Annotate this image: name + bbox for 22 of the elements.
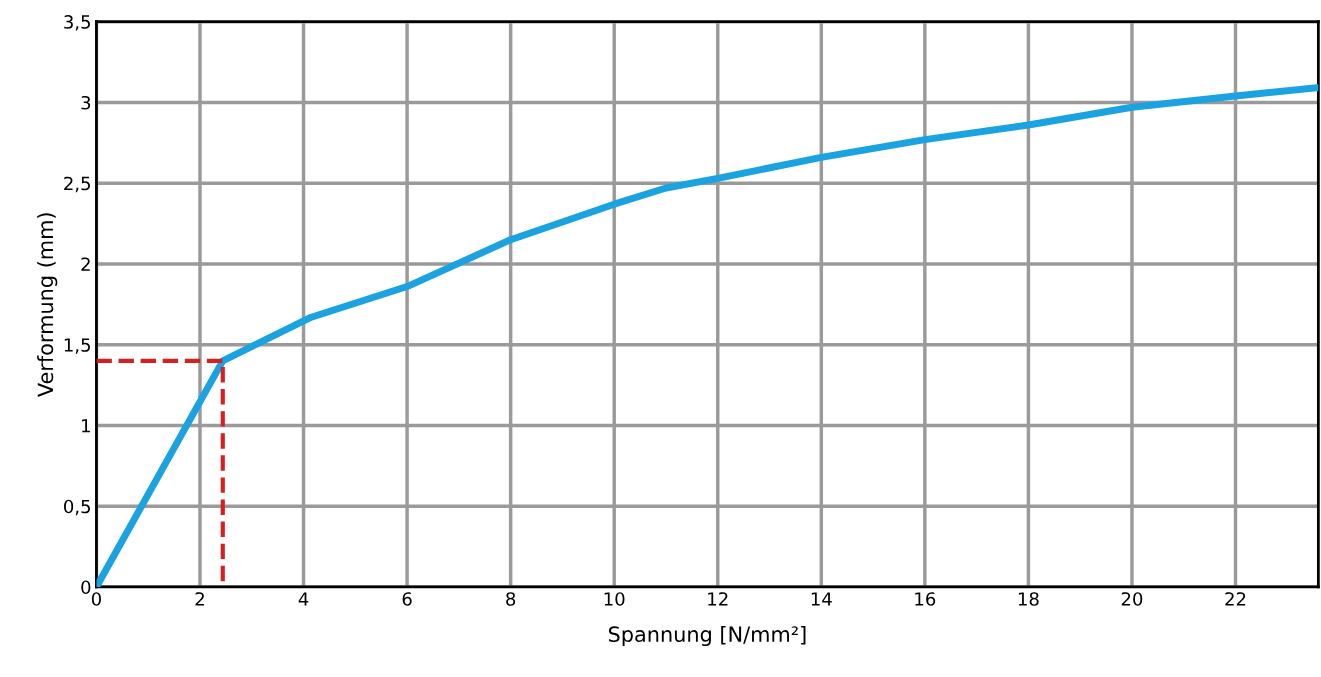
y-tick-label: 2 [81, 257, 90, 271]
y-tick-label: 3,5 [64, 15, 90, 31]
y-tick-label: 1,5 [64, 338, 90, 354]
x-tick-label: 14 [811, 592, 832, 606]
x-tick-label: 22 [1225, 592, 1246, 606]
x-tick-label: 0 [91, 592, 101, 606]
x-tick-label: 2 [195, 592, 204, 606]
x-tick-label: 20 [1121, 592, 1143, 606]
x-tick-label: 10 [604, 592, 625, 606]
x-tick-label: 8 [506, 592, 516, 606]
y-axis-title: Verformung (mm) [37, 213, 58, 397]
x-tick-label: 16 [915, 592, 936, 606]
y-tick-label: 2,5 [64, 176, 90, 193]
x-tick-label: 18 [1018, 592, 1039, 606]
y-tick-label: 0,5 [64, 499, 90, 516]
x-axis-title: Spannung [N/mm²] [608, 625, 806, 647]
y-tick-label: 1 [82, 419, 90, 433]
x-tick-label: 12 [708, 592, 728, 606]
x-tick-label: 4 [298, 592, 309, 606]
x-tick-label: 6 [402, 592, 412, 606]
y-tick-label: 3 [81, 95, 91, 110]
y-tick-label: 0 [81, 580, 91, 595]
